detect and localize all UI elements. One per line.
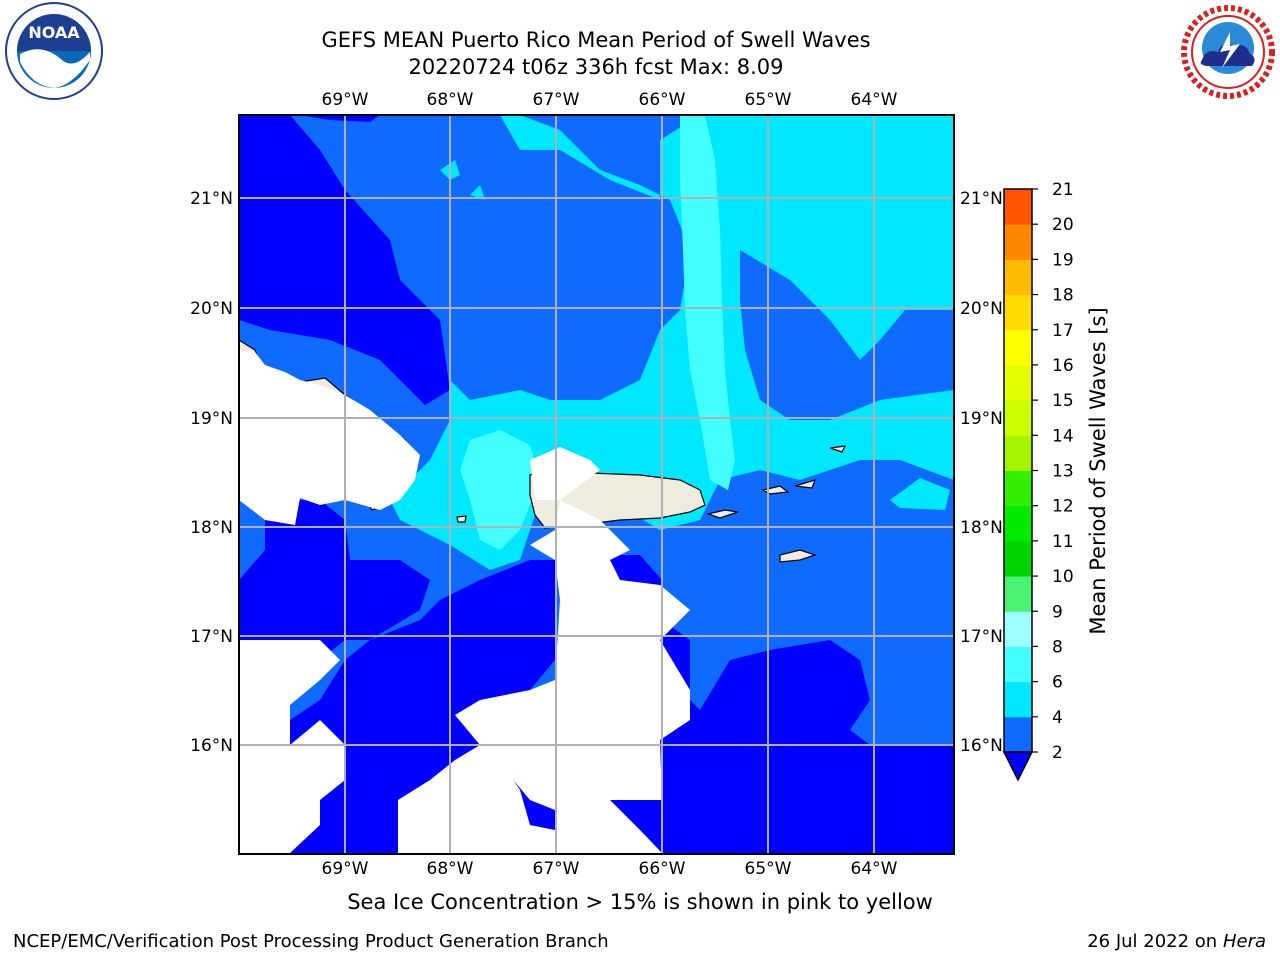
lon-label: 66°W xyxy=(639,90,686,110)
map-subtitle-run: 20220724 t06z 336h fcst Max: 8.09 xyxy=(408,55,784,79)
colorbar-segment xyxy=(1004,435,1032,471)
lon-labels-top: 69°W 68°W 67°W 66°W 65°W 64°W xyxy=(322,90,898,110)
colorbar-tick-label: 16 xyxy=(1052,356,1074,376)
colorbar-label: Mean Period of Swell Waves [s] xyxy=(1086,307,1110,634)
colorbar-under-triangle xyxy=(1002,751,1034,782)
colorbar-segment xyxy=(1004,400,1032,436)
colorbar-tick-label: 20 xyxy=(1052,215,1074,235)
colorbar-tick-label: 21 xyxy=(1052,180,1074,200)
map-gridlines xyxy=(239,115,954,854)
lon-label: 67°W xyxy=(533,90,580,110)
colorbar-segment xyxy=(1004,294,1032,331)
colorbar-tick-label: 14 xyxy=(1052,426,1074,446)
swell-period-field xyxy=(239,115,954,854)
colorbar: 2 4 6 8 9 10 11 12 13 14 15 16 17 18 19 20 21 xyxy=(1002,180,1074,782)
map-title: GEFS MEAN Puerto Rico Mean Period of Swe… xyxy=(321,28,871,52)
colorbar-tick-label: 19 xyxy=(1052,250,1074,270)
lon-label: 65°W xyxy=(745,90,792,110)
lat-label: 19°N xyxy=(960,409,1003,429)
colorbar-segment xyxy=(1004,364,1032,401)
colorbar-tick-label: 2 xyxy=(1052,743,1063,763)
footer-branch: NCEP/EMC/Verification Post Processing Pr… xyxy=(13,931,609,952)
colorbar-tick-label: 8 xyxy=(1052,637,1063,657)
colorbar-tick-label: 11 xyxy=(1052,532,1074,552)
colorbar-segment xyxy=(1004,329,1032,366)
lat-label: 16°N xyxy=(190,736,233,756)
colorbar-segment xyxy=(1004,716,1032,753)
colorbar-tick-label: 6 xyxy=(1052,673,1063,693)
lon-label: 68°W xyxy=(427,90,474,110)
colorbar-segment xyxy=(1004,189,1032,225)
lat-label: 20°N xyxy=(960,299,1003,319)
lat-label: 18°N xyxy=(190,518,233,538)
lat-label: 20°N xyxy=(190,299,233,319)
colorbar-segment xyxy=(1004,224,1032,260)
colorbar-tick-label: 13 xyxy=(1052,462,1074,482)
lat-label: 18°N xyxy=(960,518,1003,538)
sea-ice-note: Sea Ice Concentration > 15% is shown in … xyxy=(347,890,933,914)
masked-regions xyxy=(239,350,690,853)
footer-date-text: 26 Jul 2022 on xyxy=(1087,931,1223,952)
map-frame xyxy=(238,114,955,855)
lat-label: 17°N xyxy=(960,627,1003,647)
colorbar-segment xyxy=(1004,540,1032,577)
colorbar-segment xyxy=(1004,681,1032,718)
colorbar-segment xyxy=(1004,611,1032,647)
lon-label: 69°W xyxy=(322,90,369,110)
lat-labels-right: 21°N 20°N 19°N 18°N 17°N 16°N xyxy=(960,189,1003,756)
colorbar-tick-label: 9 xyxy=(1052,602,1063,622)
footer-machine: Hera xyxy=(1222,931,1266,952)
colorbar-tick-label: 10 xyxy=(1052,567,1074,587)
lon-label: 67°W xyxy=(533,859,580,879)
colorbar-segment xyxy=(1004,576,1032,612)
lon-label: 64°W xyxy=(851,859,898,879)
lon-label: 66°W xyxy=(639,859,686,879)
colorbar-segment xyxy=(1004,505,1032,542)
lat-label: 19°N xyxy=(190,409,233,429)
noaa-logo-icon: NOAA xyxy=(5,2,103,100)
lon-label: 69°W xyxy=(322,859,369,879)
colorbar-tick-label: 17 xyxy=(1052,321,1074,341)
lat-label: 21°N xyxy=(960,189,1003,209)
lat-labels-left: 21°N 20°N 19°N 18°N 17°N 16°N xyxy=(190,189,233,756)
lat-label: 16°N xyxy=(960,736,1003,756)
colorbar-tick-label: 18 xyxy=(1052,286,1074,306)
lon-label: 68°W xyxy=(427,859,474,879)
colorbar-tick-label: 12 xyxy=(1052,497,1074,517)
colorbar-segment xyxy=(1004,646,1032,683)
colorbar-segment xyxy=(1004,470,1032,507)
colorbar-tick-label: 4 xyxy=(1052,708,1063,728)
colorbar-tick-label: 15 xyxy=(1052,391,1074,411)
nws-logo-icon xyxy=(1180,4,1276,100)
lon-label: 64°W xyxy=(851,90,898,110)
footer-date: 26 Jul 2022 on Hera xyxy=(1087,931,1266,952)
band-6-8s xyxy=(460,115,735,550)
lon-label: 65°W xyxy=(745,859,792,879)
lon-labels-bottom: 69°W 68°W 67°W 66°W 65°W 64°W xyxy=(322,859,898,879)
lat-label: 21°N xyxy=(190,189,233,209)
lat-label: 17°N xyxy=(190,627,233,647)
colorbar-segment xyxy=(1004,259,1032,296)
noaa-logo-text: NOAA xyxy=(28,23,80,42)
